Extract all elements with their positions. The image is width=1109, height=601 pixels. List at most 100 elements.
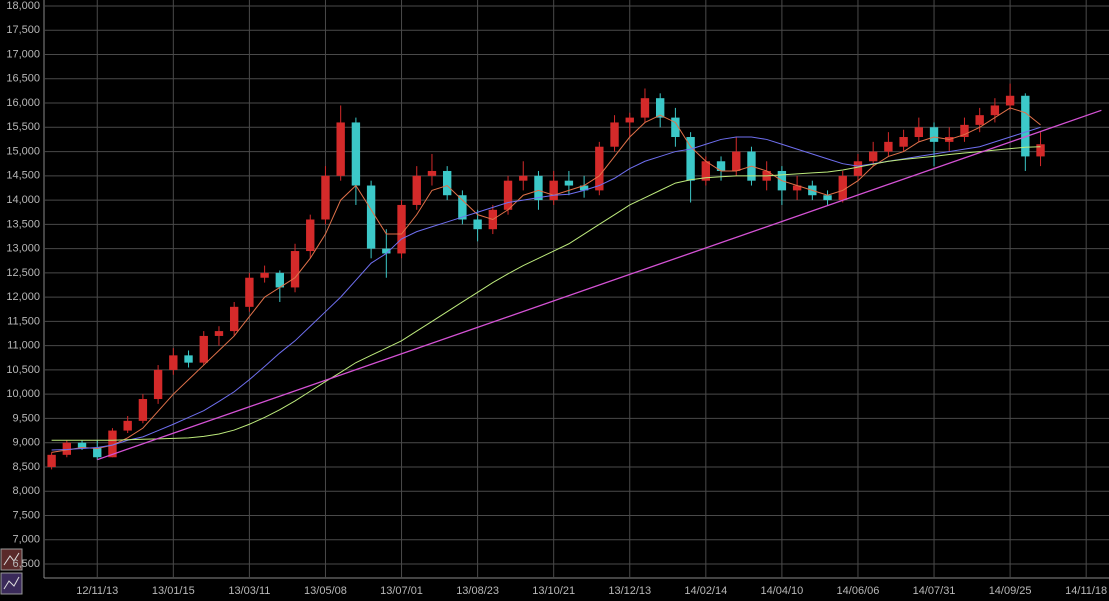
candle-body: [458, 195, 467, 220]
x-tick-label: 14/11/18: [1065, 585, 1107, 597]
y-tick-label: 14,500: [6, 170, 40, 182]
y-tick-label: 9,500: [12, 412, 40, 424]
candle-body: [732, 151, 741, 171]
x-tick-label: 14/06/06: [837, 585, 880, 597]
candle-body: [519, 175, 528, 181]
candle-body: [990, 105, 1000, 116]
candle-body: [138, 399, 148, 421]
candle-body: [564, 180, 574, 186]
candle-body: [655, 98, 665, 118]
candle-body: [123, 420, 132, 431]
candle-body: [169, 355, 178, 370]
y-tick-label: 16,500: [6, 73, 40, 85]
trend-line: [97, 109, 1102, 461]
candle-body: [336, 122, 345, 176]
candle-body: [199, 335, 208, 363]
candle-body: [975, 115, 984, 125]
x-tick-label: 13/07/01: [380, 585, 423, 597]
y-tick-label: 18,000: [6, 0, 40, 12]
candle-body: [640, 98, 650, 118]
y-tick-label: 15,500: [6, 121, 40, 133]
candle-body: [671, 117, 680, 138]
y-tick-label: 17,000: [6, 48, 40, 60]
x-tick-label: 13/01/15: [152, 585, 195, 597]
y-tick-label: 13,000: [6, 243, 40, 255]
x-tick-label: 13/10/21: [532, 585, 575, 597]
candle-body: [625, 117, 634, 123]
y-tick-label: 15,000: [6, 145, 40, 157]
y-tick-label: 7,000: [12, 534, 40, 546]
candle-body: [290, 251, 300, 288]
candle-body: [686, 137, 695, 181]
candle-body: [579, 185, 589, 191]
y-tick-label: 10,500: [6, 364, 40, 376]
candle-body: [1005, 95, 1015, 106]
y-tick-label: 6,500: [12, 558, 40, 570]
x-tick-label: 14/02/14: [684, 585, 727, 597]
candle-body: [47, 454, 56, 467]
candle-body: [929, 127, 939, 142]
y-tick-label: 12,500: [6, 267, 40, 279]
y-tick-label: 11,000: [7, 340, 40, 352]
candle-body: [792, 185, 802, 191]
x-tick-label: 13/12/13: [608, 585, 651, 597]
candle-body: [610, 122, 619, 147]
x-tick-label: 13/08/23: [456, 585, 499, 597]
y-tick-label: 7,500: [12, 509, 40, 521]
candle-body: [427, 170, 437, 176]
y-tick-label: 12,000: [6, 291, 40, 303]
x-tick-label: 14/09/25: [989, 585, 1032, 597]
candle-body: [716, 161, 726, 171]
y-tick-label: 14,000: [6, 194, 40, 206]
candle-body: [838, 175, 847, 201]
y-tick-label: 8,000: [12, 485, 40, 497]
candle-body: [108, 430, 117, 458]
candle-body: [473, 219, 482, 230]
candle-body: [306, 219, 315, 252]
tool-icons[interactable]: [0, 548, 23, 595]
candle-body: [366, 185, 376, 249]
candle-body: [503, 180, 513, 210]
candle-body: [153, 369, 163, 400]
candle-body: [77, 442, 87, 448]
candle-body: [245, 277, 254, 307]
y-tick-label: 8,500: [12, 461, 40, 473]
x-tick-label: 12/11/13: [76, 585, 118, 597]
candle-body: [549, 180, 558, 201]
candle-body: [899, 137, 908, 147]
candle-body: [595, 146, 604, 191]
candle-body: [853, 161, 863, 176]
x-tick-label: 14/07/31: [913, 585, 956, 597]
candle-body: [701, 161, 711, 181]
y-tick-label: 10,000: [6, 388, 40, 400]
x-tick-label: 14/04/10: [760, 585, 803, 597]
candle-body: [868, 151, 878, 162]
candle-body: [442, 170, 452, 196]
candle-body: [351, 122, 361, 186]
candle-body: [184, 355, 193, 363]
candle-body: [382, 248, 391, 254]
candle-body: [321, 175, 330, 220]
y-tick-label: 17,500: [6, 24, 40, 36]
candle-body: [960, 124, 969, 138]
icon-glyph: [3, 552, 20, 566]
moving-average-line: [51, 107, 1041, 453]
candle-body: [229, 306, 239, 332]
candle-body: [823, 195, 832, 201]
y-tick-label: 9,000: [12, 437, 40, 449]
candle-body: [397, 204, 406, 254]
candle-body: [93, 447, 102, 458]
candle-body: [62, 442, 72, 455]
x-tick-label: 13/05/08: [304, 585, 347, 597]
moving-average-line: [51, 146, 1041, 441]
candle-body: [412, 175, 421, 205]
y-tick-label: 11,500: [7, 315, 40, 327]
x-tick-label: 13/03/11: [228, 585, 270, 597]
candle-body: [914, 127, 924, 138]
candle-body: [260, 272, 269, 278]
candle-body: [534, 175, 543, 201]
y-tick-label: 16,000: [6, 97, 40, 109]
icon-candle[interactable]: [0, 548, 23, 571]
